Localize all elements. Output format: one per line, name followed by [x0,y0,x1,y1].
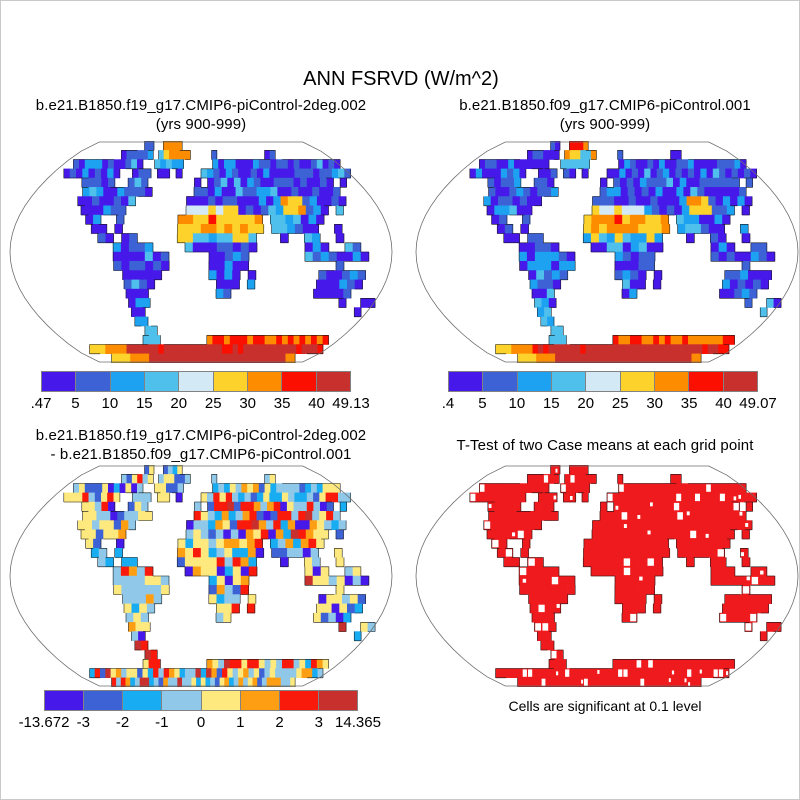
colorbar-segment [122,691,162,710]
colorbar-segment [281,372,316,391]
colorbar-segment [200,691,240,710]
colorbar-segment [482,372,517,391]
colorbar-segment [42,372,76,391]
colorbar-segment [585,372,620,391]
colorbar-bottom-left: -13.672 -3 -2 -1 0 1 2 3 14.365 [19,690,381,732]
colorbar-segment [161,691,201,710]
colorbar-segment [315,372,350,391]
colorbar-segment [688,372,723,391]
colorbar-tick: 2 [275,714,284,731]
colorbar-labels: .4 5 10 15 20 25 30 35 40 49.07 [442,395,777,413]
colorbar-tick: 25 [204,395,222,412]
colorbar-segment [516,372,551,391]
colorbar-segment [246,372,282,391]
colorbar-segment [550,372,586,391]
colorbar-tick: 35 [680,395,698,412]
colorbar-segment [278,691,318,710]
colorbar-tick: 40 [715,395,732,412]
panel-top-right-title-line1: b.e21.B1850.f09_g17.CMIP6-piControl.001 [459,97,751,114]
colorbar-tick: 49.07 [739,395,777,412]
colorbar-tick: 30 [646,395,664,412]
colorbar-tick: 10 [508,395,526,412]
colorbar-tick: 5 [478,395,487,412]
colorbar-tick: 20 [577,395,595,412]
colorbar-tick: .47 [30,395,52,412]
colorbar-segment [75,372,110,391]
colorbar-bar [44,690,358,711]
colorbar-tick: .4 [441,395,455,412]
colorbar-tick: 25 [611,395,629,412]
map-bottom-left [9,464,393,688]
colorbar-segment [83,691,123,710]
colorbar-segment [239,691,279,710]
colorbar-tick: 1 [236,714,245,731]
colorbar-tick: 15 [542,395,560,412]
colorbar-segment [722,372,757,391]
panel-top-left-title-line2: (yrs 900-999) [155,116,247,133]
panel-bottom-right-title: T-Test of two Case means at each grid po… [456,437,754,454]
colorbar-top-right: .4 5 10 15 20 25 30 35 40 49.07 [442,371,777,413]
colorbar-tick: 20 [170,395,188,412]
map-top-left [9,140,393,364]
map-top-right [415,140,799,364]
colorbar-segment [449,372,483,391]
robinson-map [9,464,393,688]
colorbar-segment [653,372,689,391]
robinson-map [415,464,799,688]
significance-caption: Cells are significant at 0.1 level [508,698,702,714]
robinson-map [9,140,393,364]
map-bottom-right [415,464,799,688]
colorbar-tick: 0 [196,714,206,731]
colorbar-tick: -13.672 [18,714,70,731]
colorbar-tick: -2 [115,714,130,731]
colorbar-segment [619,372,654,391]
colorbar-tick: 30 [239,395,257,412]
colorbar-tick: 49.13 [332,395,370,412]
colorbar-segment [178,372,213,391]
colorbar-tick: 35 [273,395,291,412]
colorbar-tick: 3 [314,714,323,731]
colorbar-tick: 14.365 [335,714,381,731]
panel-bottom-left-title-line1: b.e21.B1850.f19_g17.CMIP6-piControl-2deg… [35,427,367,444]
colorbar-tick: -1 [155,714,169,731]
colorbar-segment [317,691,357,710]
robinson-map [415,140,799,364]
panel-top-right-title-line2: (yrs 900-999) [559,116,651,133]
panel-bottom-left-title-line2: - b.e21.B1850.f09_g17.CMIP6-piControl.00… [50,446,352,463]
figure-title: ANN FSRVD (W/m^2) [303,68,499,90]
colorbar-segment [45,691,84,710]
colorbar-labels: -13.672 -3 -2 -1 0 1 2 3 14.365 [19,714,381,732]
colorbar-tick: 40 [308,395,325,412]
colorbar-bar [448,371,758,392]
colorbar-tick: 5 [71,395,80,412]
colorbar-segment [212,372,247,391]
colorbar-segment [143,372,179,391]
colorbar-tick: 15 [135,395,153,412]
colorbar-tick: -3 [76,714,90,731]
colorbar-top-left: .47 5 10 15 20 25 30 35 40 49.13 [31,371,370,413]
colorbar-bar [41,371,351,392]
colorbar-labels: .47 5 10 15 20 25 30 35 40 49.13 [31,395,370,413]
panel-top-left-title-line1: b.e21.B1850.f19_g17.CMIP6-piControl-2deg… [35,97,367,114]
colorbar-tick: 10 [101,395,119,412]
colorbar-segment [109,372,144,391]
